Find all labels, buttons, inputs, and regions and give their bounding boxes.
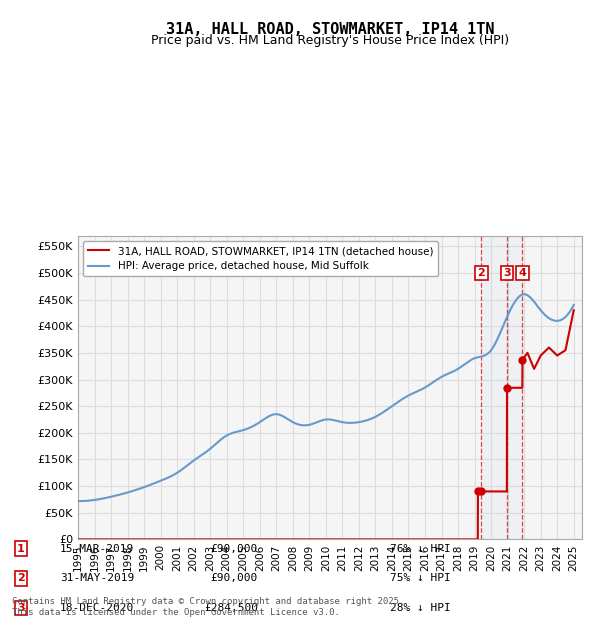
Text: 2: 2 [478, 268, 485, 278]
Text: £90,000: £90,000 [211, 544, 258, 554]
Text: 75% ↓ HPI: 75% ↓ HPI [390, 574, 451, 583]
Text: Contains HM Land Registry data © Crown copyright and database right 2025.
This d: Contains HM Land Registry data © Crown c… [12, 598, 404, 617]
Text: 3: 3 [17, 603, 25, 613]
Text: 28% ↓ HPI: 28% ↓ HPI [390, 603, 451, 613]
Text: £284,500: £284,500 [204, 603, 258, 613]
Text: 4: 4 [518, 268, 526, 278]
Text: 18-DEC-2020: 18-DEC-2020 [60, 603, 134, 613]
Text: 2: 2 [17, 574, 25, 583]
Text: 15-MAR-2019: 15-MAR-2019 [60, 544, 134, 554]
Text: 3: 3 [503, 268, 511, 278]
Bar [481, 236, 507, 539]
Legend: 31A, HALL ROAD, STOWMARKET, IP14 1TN (detached house), HPI: Average price, detac: 31A, HALL ROAD, STOWMARKET, IP14 1TN (de… [83, 241, 438, 277]
Text: £90,000: £90,000 [211, 574, 258, 583]
Text: Price paid vs. HM Land Registry's House Price Index (HPI): Price paid vs. HM Land Registry's House … [151, 34, 509, 47]
Text: 31A, HALL ROAD, STOWMARKET, IP14 1TN: 31A, HALL ROAD, STOWMARKET, IP14 1TN [166, 22, 494, 37]
Bar [507, 236, 523, 539]
Text: 1: 1 [17, 544, 25, 554]
Text: 31-MAY-2019: 31-MAY-2019 [60, 574, 134, 583]
Text: 76% ↓ HPI: 76% ↓ HPI [390, 544, 451, 554]
